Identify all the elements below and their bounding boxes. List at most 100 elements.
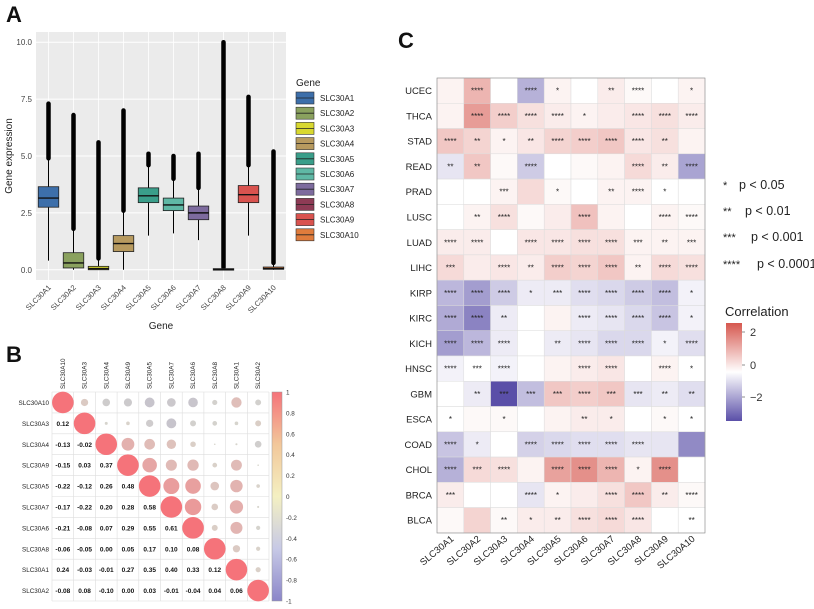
heatmap-cell-stars: *** [553, 289, 562, 298]
heatmap-cell-stars: **** [444, 339, 456, 348]
correlogram-circle [230, 521, 243, 534]
correlogram-coefficient: -0.04 [186, 588, 201, 595]
heatmap-cell [677, 507, 706, 534]
heatmap-cell-stars: **** [578, 440, 590, 449]
correlogram-circle [142, 457, 157, 473]
heatmap-cell [436, 128, 465, 155]
heatmap-cell-stars: ** [635, 264, 641, 273]
correlogram-top-label: SLC30A2 [255, 362, 262, 389]
heatmap-cell [517, 355, 545, 382]
correlogram-colorbar-tick: 0.6 [286, 431, 295, 438]
heatmap-cell [651, 431, 679, 458]
panel-b-label: B [6, 342, 22, 367]
correlogram-circle [166, 439, 177, 449]
heatmap-cell [490, 456, 518, 483]
heatmap-cell-stars: *** [526, 390, 535, 399]
heatmap-cell [651, 406, 679, 433]
heatmap-cell [597, 153, 625, 180]
heatmap-cell [624, 204, 652, 230]
correlogram-circle [210, 481, 220, 491]
heatmap-cell-stars: * [663, 339, 666, 348]
heatmap-cell-stars: **** [471, 289, 483, 298]
correlogram-coefficient: -0.06 [55, 546, 70, 553]
heatmap-cell [490, 254, 518, 281]
heatmap-cell [490, 305, 518, 331]
heatmap-cell-stars: **** [659, 466, 671, 475]
heatmap-cell-stars: **** [498, 339, 510, 348]
heatmap-cell [651, 178, 679, 205]
correlogram-top-label: SLC30A4 [103, 362, 110, 389]
correlogram-circle [256, 525, 261, 530]
heatmap-cell [570, 380, 599, 407]
heatmap-cell-stars: **** [525, 87, 537, 96]
boxplot-x-tick-label: SLC30A2 [49, 283, 78, 312]
heatmap-cell [517, 204, 545, 230]
heatmap-cell [624, 153, 652, 180]
heatmap-colorbar-tick: 2 [750, 327, 756, 339]
heatmap-cell-stars: **** [685, 213, 697, 222]
heatmap-cell [570, 355, 599, 382]
heatmap-cell-stars: ** [528, 137, 534, 146]
correlogram-circle [234, 421, 239, 426]
heatmap-cell [624, 305, 652, 331]
correlogram-circle [254, 440, 262, 448]
correlogram-circle [255, 420, 262, 427]
heatmap-cell-stars: * [556, 188, 559, 197]
heatmap-row-label: LIHC [410, 263, 432, 274]
correlogram-colorbar-tick: -1 [286, 599, 292, 606]
heatmap-cell [490, 204, 518, 230]
heatmap-cell [517, 128, 545, 155]
correlogram-coefficient: 0.17 [143, 546, 156, 553]
heatmap-cell-stars: *** [499, 188, 508, 197]
pvalue-legend-text: p < 0.001 [751, 230, 804, 244]
boxplot-legend-label: SLC30A5 [320, 155, 355, 164]
correlogram-colorbar-tick: -0.8 [286, 578, 297, 585]
correlogram-top-label: SLC30A8 [212, 362, 219, 389]
correlogram-coefficient: 0.05 [122, 546, 135, 553]
heatmap-cell [463, 507, 491, 534]
correlogram-row-label: SLC30A4 [22, 442, 49, 449]
heatmap-cell-stars: *** [687, 238, 696, 247]
heatmap-cell [517, 153, 545, 180]
heatmap-cell-stars: **** [551, 440, 563, 449]
heatmap-cell-stars: **** [632, 491, 644, 500]
heatmap-cell [436, 229, 465, 256]
heatmap-cell-stars: **** [551, 466, 563, 475]
heatmap-cell-stars: **** [578, 213, 590, 222]
heatmap-cell-stars: **** [632, 339, 644, 348]
heatmap-cell [597, 355, 625, 382]
correlogram-circle [229, 500, 244, 514]
heatmap-cell-stars: ** [474, 390, 480, 399]
heatmap-cell [597, 482, 625, 508]
heatmap-cell-stars: **** [525, 162, 537, 171]
correlogram-colorbar-tick: -0.2 [286, 515, 297, 522]
correlogram-coefficient: 0.03 [78, 463, 91, 470]
heatmap-cell-stars: **** [578, 516, 590, 525]
heatmap-cell-stars: **** [471, 87, 483, 96]
heatmap-cell-stars: **** [498, 213, 510, 222]
heatmap-cell [624, 406, 652, 433]
heatmap-cell-stars: * [663, 415, 666, 424]
heatmap-colorbar [726, 323, 742, 421]
correlogram-coefficient: -0.05 [77, 546, 92, 553]
correlogram-circle [255, 399, 262, 406]
heatmap-row-label: LUSC [407, 212, 432, 223]
heatmap-cell-stars: * [583, 112, 586, 121]
heatmap-cell-stars: **** [659, 365, 671, 374]
heatmap-cell-stars: **** [578, 390, 590, 399]
correlogram-top-label: SLC30A1 [233, 362, 240, 389]
heatmap-row-label: READ [406, 162, 433, 173]
heatmap-cell-stars: **** [605, 137, 617, 146]
heatmap-cell-stars: * [449, 415, 452, 424]
heatmap-cell-stars: **** [685, 264, 697, 273]
heatmap-cell-stars: * [636, 466, 639, 475]
correlogram-circle [166, 418, 177, 429]
heatmap-cell [517, 330, 545, 357]
heatmap-cell-stars: **** [632, 188, 644, 197]
boxplot-y-tick-label: 2.5 [21, 209, 33, 218]
correlogram-colorbar-tick: 1 [286, 390, 290, 397]
correlogram-circle [230, 459, 242, 471]
correlogram-coefficient: -0.10 [99, 588, 114, 595]
pvalue-legend-stars: * [723, 180, 728, 192]
heatmap-cell [651, 77, 679, 104]
